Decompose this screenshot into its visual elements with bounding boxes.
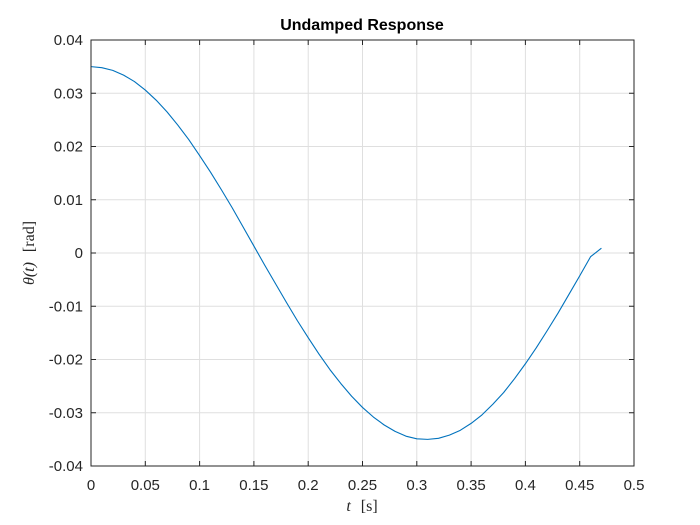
- chart-title: Undamped Response: [280, 17, 444, 34]
- y-axis-unit: [rad]: [21, 221, 38, 252]
- series-line-0: [90, 66, 602, 440]
- y-tick-label: 0.01: [54, 192, 83, 209]
- y-tick-label: 0.03: [54, 85, 83, 102]
- x-tick-label: 0.4: [515, 477, 536, 494]
- x-tick-label: 0.35: [456, 477, 485, 494]
- y-tick-label: 0.04: [54, 32, 83, 49]
- y-axis-label: θ(t) [rad]: [21, 221, 38, 285]
- x-axis-unit: [s]: [361, 498, 378, 515]
- series-group: [90, 66, 602, 440]
- x-tick-label: 0.5: [624, 477, 645, 494]
- y-tick-label: -0.01: [49, 298, 83, 315]
- x-tick-label: 0.3: [406, 477, 427, 494]
- x-axis-label: t [s]: [346, 498, 377, 515]
- x-tick-label: 0.05: [131, 477, 160, 494]
- y-tick-label: 0.02: [54, 139, 83, 156]
- y-tick-label: -0.04: [49, 458, 83, 475]
- y-tick-label: -0.02: [49, 352, 83, 369]
- x-tick-label: 0.1: [189, 477, 210, 494]
- x-tick-label: 0.2: [298, 477, 319, 494]
- tick-marks: [90, 39, 635, 467]
- y-axis-variable: θ(t): [21, 262, 38, 285]
- x-tick-labels: 0 0.05 0.1 0.15 0.2 0.25 0.3 0.35 0.4 0.45 0.5: [87, 477, 645, 494]
- y-tick-label: -0.03: [49, 405, 83, 422]
- y-tick-label: 0: [75, 245, 83, 262]
- x-tick-label: 0.25: [348, 477, 377, 494]
- x-axis-variable: t: [346, 498, 351, 515]
- x-tick-label: 0.45: [565, 477, 594, 494]
- x-tick-label: 0: [87, 477, 95, 494]
- x-tick-label: 0.15: [239, 477, 268, 494]
- y-tick-labels: -0.04 -0.03 -0.02 -0.01 0 0.01 0.02 0.03 0.04: [49, 32, 83, 475]
